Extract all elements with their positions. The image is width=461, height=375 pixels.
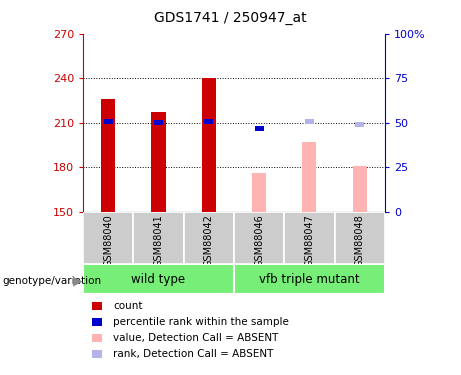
Bar bbox=[335, 212, 385, 264]
Text: GSM88047: GSM88047 bbox=[304, 214, 314, 267]
Bar bbox=[133, 212, 183, 264]
Text: rank, Detection Call = ABSENT: rank, Detection Call = ABSENT bbox=[113, 349, 273, 359]
Bar bbox=[202, 78, 216, 212]
Text: ▶: ▶ bbox=[73, 274, 82, 287]
Text: value, Detection Call = ABSENT: value, Detection Call = ABSENT bbox=[113, 333, 278, 343]
Bar bbox=[353, 166, 367, 212]
Text: vfb triple mutant: vfb triple mutant bbox=[259, 273, 360, 286]
Bar bbox=[234, 264, 385, 294]
Text: GSM88040: GSM88040 bbox=[103, 214, 113, 267]
Bar bbox=[252, 173, 266, 212]
Text: GSM88041: GSM88041 bbox=[154, 214, 164, 267]
Text: GSM88042: GSM88042 bbox=[204, 214, 214, 267]
Bar bbox=[154, 120, 163, 125]
Bar bbox=[183, 212, 234, 264]
Text: GSM88046: GSM88046 bbox=[254, 214, 264, 267]
Bar bbox=[83, 212, 133, 264]
Bar bbox=[204, 119, 213, 124]
Bar bbox=[284, 212, 335, 264]
Text: percentile rank within the sample: percentile rank within the sample bbox=[113, 317, 289, 327]
Text: count: count bbox=[113, 301, 142, 310]
Text: wild type: wild type bbox=[131, 273, 185, 286]
Bar bbox=[305, 119, 314, 124]
Text: GDS1741 / 250947_at: GDS1741 / 250947_at bbox=[154, 11, 307, 25]
Text: genotype/variation: genotype/variation bbox=[2, 276, 101, 285]
Bar bbox=[355, 122, 364, 127]
Bar bbox=[234, 212, 284, 264]
Bar bbox=[83, 264, 234, 294]
Text: GSM88048: GSM88048 bbox=[355, 214, 365, 267]
Bar bbox=[104, 119, 112, 124]
Bar bbox=[151, 112, 165, 212]
Bar bbox=[101, 99, 115, 212]
Bar bbox=[254, 126, 264, 131]
Bar bbox=[302, 142, 317, 212]
